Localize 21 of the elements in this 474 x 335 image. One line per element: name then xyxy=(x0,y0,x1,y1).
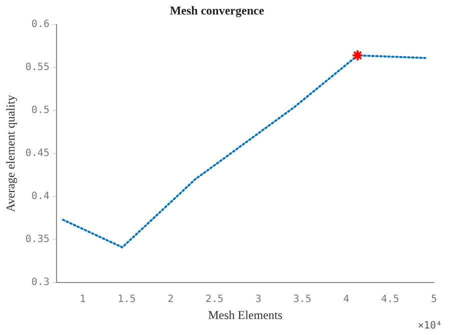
y-tick-label: 0.5 xyxy=(31,105,50,116)
y-tick-label: 0.3 xyxy=(31,277,50,288)
line-series xyxy=(62,54,426,248)
y-tick-label: 0.6 xyxy=(31,18,50,30)
y-tick-label: 0.35 xyxy=(25,234,50,246)
chart-title: Mesh convergence xyxy=(170,3,265,18)
y-tick-label: 0.45 xyxy=(25,148,50,160)
x-tick-label: 1 xyxy=(80,294,86,306)
x-tick-label: 4 xyxy=(343,294,350,306)
x-tick-label: 3.5 xyxy=(293,294,312,306)
x-tick-label: 5 xyxy=(430,294,438,306)
x-axis-title: Mesh Elements xyxy=(208,308,283,322)
x-tick-label: 1.5 xyxy=(118,294,136,306)
y-tick-label: 0.55 xyxy=(25,62,50,74)
y-tick-label: 0.4 xyxy=(31,191,50,202)
x-tick-label: 3 xyxy=(255,294,262,306)
x-tick-label: 4.5 xyxy=(381,294,400,306)
y-axis-title: Average element quality xyxy=(3,94,18,212)
x-tick-label: 2.5 xyxy=(205,294,224,306)
x-tick-label: 2 xyxy=(168,294,174,306)
text: ×10⁴ xyxy=(418,320,442,332)
